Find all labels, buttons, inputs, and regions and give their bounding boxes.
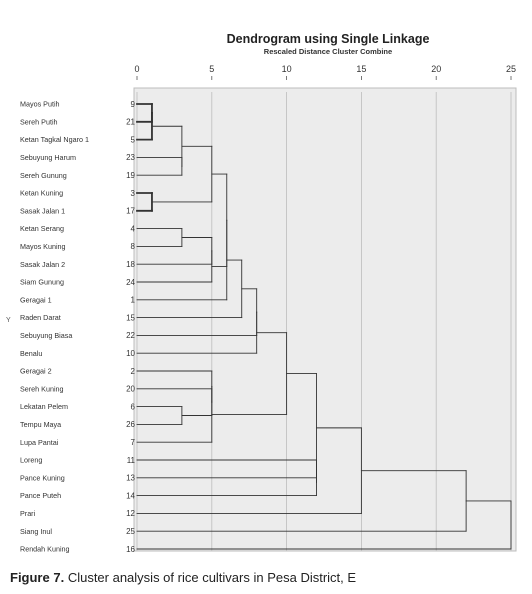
leaf-name: Ketan Tagkal Ngaro 1 — [20, 135, 89, 144]
y-axis-label: Y — [6, 317, 11, 324]
leaf-name: Ketan Kuning — [20, 189, 63, 198]
chart-subtitle: Rescaled Distance Cluster Combine — [264, 47, 392, 56]
leaf-name: Geragai 1 — [20, 295, 52, 304]
x-tick-label: 15 — [356, 64, 366, 74]
leaf-name: Prari — [20, 509, 36, 518]
leaf-name: Ketan Serang — [20, 224, 64, 233]
leaf-name: Sasak Jalan 1 — [20, 206, 65, 215]
leaf-name: Benalu — [20, 349, 42, 358]
x-axis-ticks: 0 5 10 15 20 25 — [134, 64, 516, 80]
figure-caption: Figure 7. Cluster analysis of rice culti… — [10, 570, 532, 590]
leaf-number: 20 — [126, 385, 135, 394]
leaf-name: Tempu Maya — [20, 420, 61, 429]
leaf-number: 23 — [126, 153, 135, 162]
leaf-name: Sereh Gunung — [20, 171, 67, 180]
leaf-number: 24 — [126, 278, 135, 287]
leaf-number: 21 — [126, 118, 135, 127]
leaf-number: 2 — [131, 367, 136, 376]
dendrogram-links — [136, 103, 512, 550]
x-tick-label: 10 — [282, 64, 292, 74]
leaf-number: 18 — [126, 260, 135, 269]
leaf-name: Sereh Putih — [20, 117, 58, 126]
leaf-number: 1 — [131, 296, 136, 305]
x-tick-label: 20 — [431, 64, 441, 74]
leaf-name: Lekatan Pelem — [20, 402, 68, 411]
leaf-number: 16 — [126, 545, 135, 554]
leaf-number: 9 — [131, 100, 136, 109]
leaf-name: Raden Darat — [20, 313, 61, 322]
leaf-name: Sebuyung Harum — [20, 153, 76, 162]
caption-label: Figure 7. — [10, 570, 65, 585]
leaf-number: 15 — [126, 313, 135, 322]
leaf-number: 22 — [126, 331, 135, 340]
leaf-number: 26 — [126, 420, 135, 429]
leaf-name: Pance Kuning — [20, 473, 65, 482]
leaf-name: Lupa Pantai — [20, 438, 59, 447]
caption-text: Cluster analysis of rice cultivars in Pe… — [67, 570, 357, 585]
leaf-name: Mayos Kuning — [20, 242, 66, 251]
leaf-number: 4 — [131, 224, 136, 233]
plot-area — [133, 87, 517, 552]
leaf-name: Rendah Kuning — [20, 545, 70, 554]
leaf-number: 17 — [126, 207, 135, 216]
leaf-number: 10 — [126, 349, 135, 358]
leaf-name: Mayos Putih — [20, 100, 60, 109]
leaf-number: 12 — [126, 509, 135, 518]
leaf-name: Pance Puteh — [20, 491, 61, 500]
leaf-name: Loreng — [20, 456, 42, 465]
leaf-number: 6 — [131, 402, 136, 411]
x-tick-label: 0 — [134, 64, 139, 74]
leaf-number: 3 — [131, 189, 136, 198]
x-tick-label: 25 — [506, 64, 516, 74]
leaf-number: 5 — [131, 135, 136, 144]
leaf-name: Sasak Jalan 2 — [20, 260, 65, 269]
leaf-number: 25 — [126, 527, 135, 536]
leaf-name: Geragai 2 — [20, 367, 52, 376]
leaf-number: 11 — [127, 456, 136, 465]
leaf-name: Siang Inul — [20, 527, 52, 536]
dendrogram-chart: Dendrogram using Single Linkage Rescaled… — [6, 32, 517, 554]
leaf-number: 19 — [126, 171, 135, 180]
leaf-number: 8 — [131, 242, 136, 251]
leaf-name: Sereh Kuning — [20, 384, 64, 393]
leaf-number: 7 — [131, 438, 136, 447]
leaf-name: Siam Gunung — [20, 278, 64, 287]
leaf-number: 13 — [126, 474, 135, 483]
chart-title: Dendrogram using Single Linkage — [227, 32, 430, 46]
leaf-number: 14 — [126, 491, 135, 500]
leaf-name: Sebuyung Biasa — [20, 331, 72, 340]
x-tick-label: 5 — [209, 64, 214, 74]
